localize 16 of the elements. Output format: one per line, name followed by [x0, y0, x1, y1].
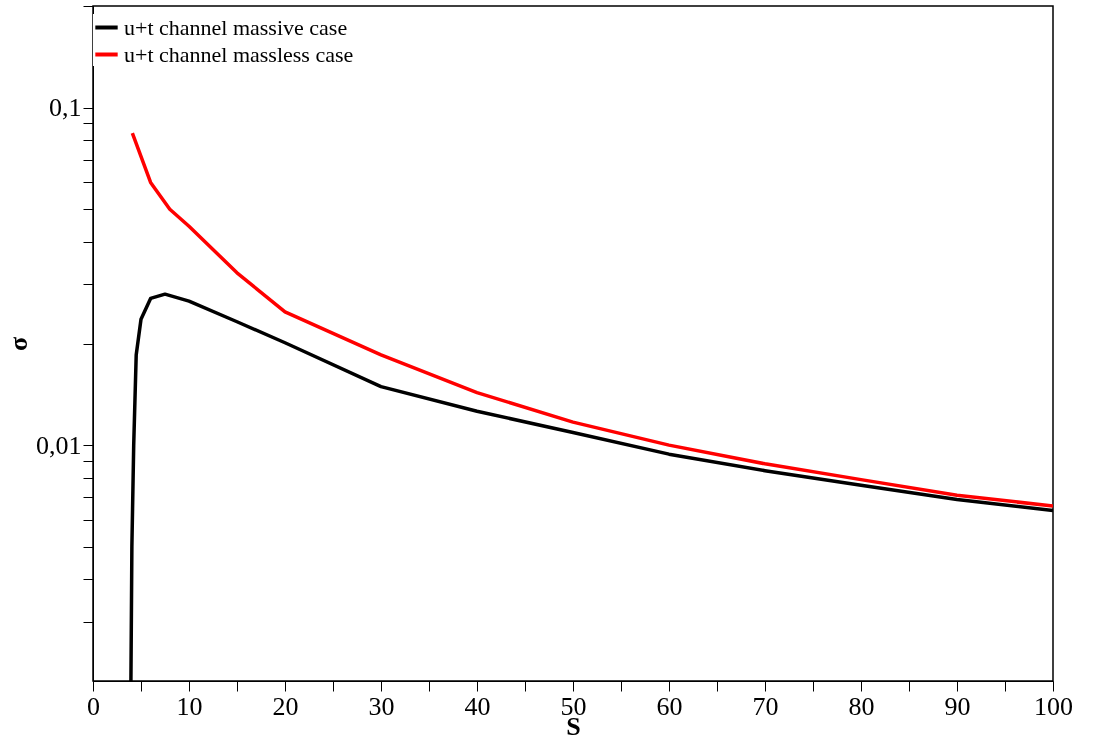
- line-series: [130, 131, 1053, 508]
- legend-label: u+t channel massless case: [124, 41, 354, 67]
- x-tick-label: 100: [1034, 691, 1073, 721]
- x-tick-label: 40: [464, 691, 491, 721]
- x-tick-label: 60: [656, 691, 683, 721]
- y-axis-title: σ: [4, 336, 33, 352]
- x-tick-label: 90: [944, 691, 971, 721]
- x-tick-label: 10: [176, 691, 203, 721]
- y-tick-label: 0,1: [49, 93, 82, 123]
- x-tick-label: 20: [272, 691, 299, 721]
- x-tick-label: 30: [368, 691, 395, 721]
- y-tick-label: 0,01: [36, 430, 82, 460]
- x-tick-label: 0: [87, 691, 100, 721]
- legend-label: u+t channel massive case: [124, 14, 348, 40]
- x-tick-label: 80: [848, 691, 875, 721]
- x-tick-label: 70: [752, 691, 779, 721]
